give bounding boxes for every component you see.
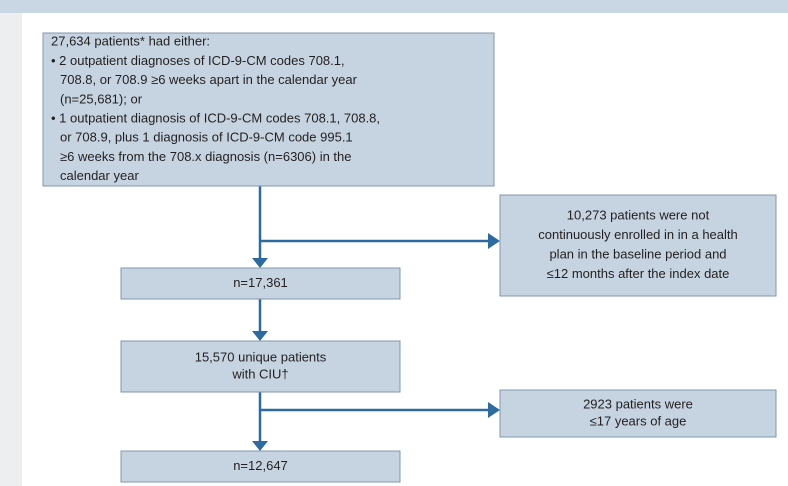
box-text: (n=25,681); or	[60, 91, 143, 106]
box-text: 2923 patients were	[583, 396, 693, 411]
arrowhead	[252, 258, 268, 268]
flow-box	[499, 389, 777, 438]
box-text: with CIU†	[231, 366, 288, 381]
flow-box	[120, 450, 401, 483]
flow-box	[42, 32, 495, 187]
box-text: 708.8, or 708.9 ≥6 weeks apart in the ca…	[60, 72, 358, 87]
box-text: 15,570 unique patients	[195, 349, 327, 364]
box-text: ≥6 weeks from the 708.x diagnosis (n=630…	[60, 149, 352, 164]
arrowhead	[252, 331, 268, 341]
box-text: plan in the baseline period and	[549, 247, 726, 262]
box-text: calendar year	[60, 168, 139, 183]
side-band	[0, 0, 22, 486]
box-text: • 1 outpatient diagnosis of ICD-9-CM cod…	[51, 111, 380, 126]
box-text: continuously enrolled in in a health	[538, 227, 737, 242]
box-text: ≤12 months after the index date	[547, 266, 730, 281]
header-strip	[0, 0, 788, 13]
box-text: n=12,647	[233, 458, 288, 473]
arrowhead	[252, 441, 268, 451]
flow-box	[499, 194, 777, 297]
box-text: 10,273 patients were not	[567, 208, 710, 223]
flow-box	[120, 340, 401, 393]
arrowhead	[488, 402, 500, 418]
flow-box	[120, 267, 401, 300]
arrowhead	[488, 233, 500, 249]
box-text: 27,634 patients* had either:	[51, 34, 210, 49]
box-text: • 2 outpatient diagnoses of ICD-9-CM cod…	[51, 53, 345, 68]
box-text: n=17,361	[233, 275, 288, 290]
connectors	[252, 186, 500, 451]
box-text: or 708.9, plus 1 diagnosis of ICD-9-CM c…	[60, 130, 353, 145]
box-text: ≤17 years of age	[590, 413, 687, 428]
